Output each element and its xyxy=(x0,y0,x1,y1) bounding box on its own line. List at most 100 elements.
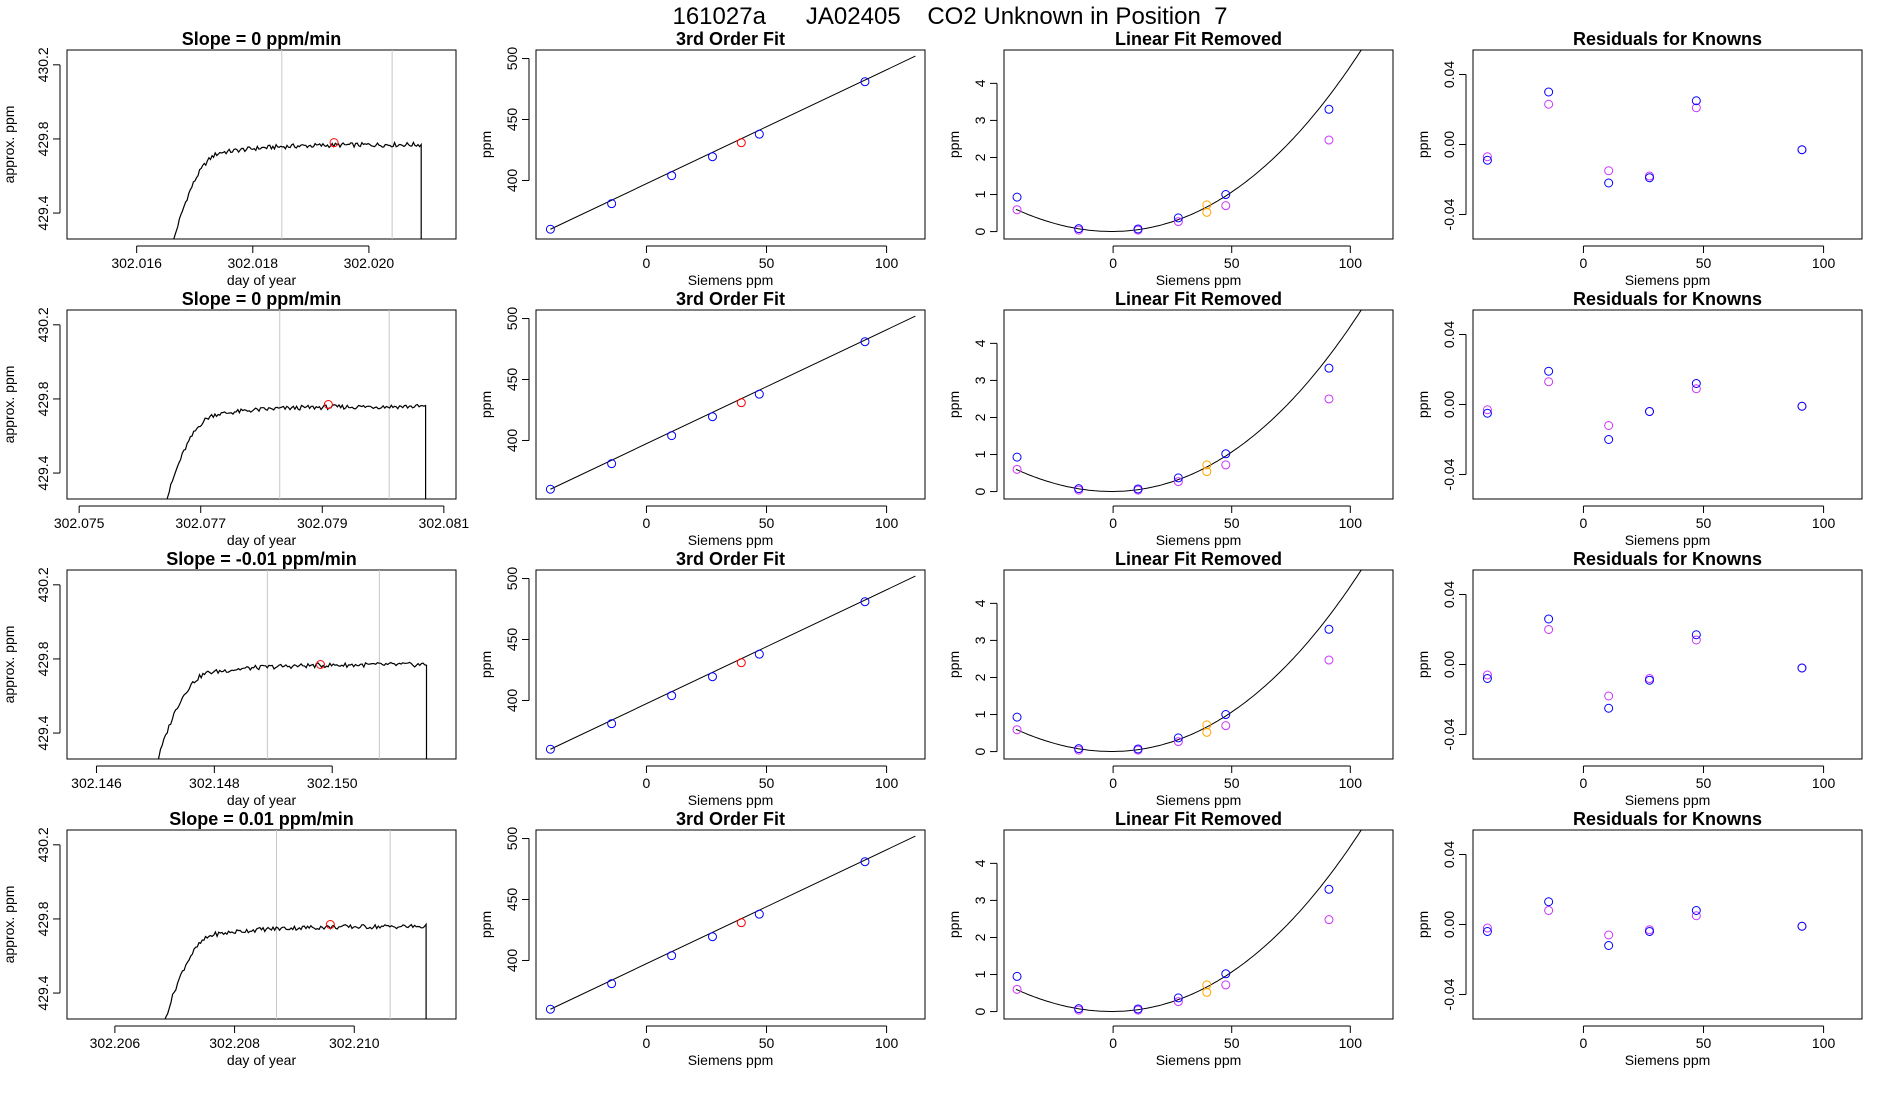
x-tick-label: 0 xyxy=(643,255,651,271)
x-axis: 0 50 100 xyxy=(1109,505,1362,531)
known-standard-point xyxy=(707,672,717,682)
known-standard-point xyxy=(860,77,870,87)
known-residual-point xyxy=(1691,906,1701,915)
mean-point xyxy=(329,138,339,148)
known-standard-point xyxy=(860,337,870,347)
x-axis: 0 50 100 xyxy=(1580,245,1835,271)
fit-panel-row-4: 3rd Order Fit 0 50 100 Siemens ppm 400 450 500 p… xyxy=(478,809,926,1068)
known-standard-point xyxy=(667,951,677,961)
known-standard-point xyxy=(1074,744,1084,754)
y-axis: 429.4 429.8 430.2 xyxy=(35,827,61,1011)
y-tick-label: 4 xyxy=(972,859,988,867)
known-residual-point xyxy=(1604,941,1614,950)
y-axis: 400 450 500 xyxy=(504,47,530,192)
x-tick-label: 0 xyxy=(1109,255,1117,271)
x-tick-label: 50 xyxy=(1224,775,1240,791)
known-standard-point xyxy=(1012,192,1022,202)
fit-panel-row-3: 3rd Order Fit 0 50 100 Siemens ppm 400 450 500 p… xyxy=(478,549,926,808)
concentration-trace xyxy=(157,661,428,759)
plot-area xyxy=(1482,897,1807,950)
known-standard-point xyxy=(1012,971,1022,981)
plot-frame xyxy=(1472,829,1863,1020)
known-residual-point xyxy=(1544,897,1554,907)
known-standard-point xyxy=(1074,484,1084,494)
known-standard-point xyxy=(607,979,617,989)
alt-standard-point xyxy=(1012,464,1022,474)
known-standard-point xyxy=(1173,213,1183,223)
y-tick-label: 3 xyxy=(972,116,988,124)
time-series-panel-row-4: Slope = 0.01 ppm/min 302.206 302.208 302.21… xyxy=(1,809,457,1068)
unknown-point xyxy=(1202,987,1212,997)
x-tick-label: 100 xyxy=(1339,775,1363,791)
y-tick-label: 0 xyxy=(972,747,988,755)
x-axis: 302.075 302.077 302.079 302.081 xyxy=(54,505,469,531)
alt-standard-point xyxy=(1173,217,1183,227)
y-axis: 0 1 2 3 4 xyxy=(972,599,998,755)
x-axis: 0 50 100 xyxy=(643,505,898,531)
y-tick-label: 500 xyxy=(504,47,520,71)
known-standard-point xyxy=(607,719,617,729)
y-axis-label: approx. ppm xyxy=(1,886,17,964)
known-standard-point xyxy=(667,691,677,701)
x-tick-label: 0 xyxy=(1580,775,1588,791)
x-tick-label: 302.020 xyxy=(344,255,395,271)
known-standard-point xyxy=(860,597,870,607)
y-tick-label: 0.00 xyxy=(1441,651,1457,678)
y-axis-label: ppm xyxy=(946,391,962,418)
y-tick-label: 4 xyxy=(972,339,988,347)
known-residual-point xyxy=(1691,379,1701,388)
y-tick-label: 0.04 xyxy=(1441,321,1457,348)
x-tick-label: 100 xyxy=(875,775,899,791)
y-tick-label: 2 xyxy=(972,933,988,941)
plot-frame xyxy=(1003,829,1394,1020)
x-axis: 302.016 302.018 302.020 xyxy=(111,245,395,271)
x-axis-label: Siemens ppm xyxy=(688,272,774,288)
page-title: 161027a JA02405 CO2 Unknown in Position … xyxy=(672,3,1228,30)
y-tick-label: 430.2 xyxy=(35,307,51,342)
y-tick-label: 0 xyxy=(972,227,988,235)
mean-point xyxy=(325,920,335,929)
y-tick-label: 0.04 xyxy=(1441,841,1457,868)
unknown-point xyxy=(1202,460,1212,470)
x-tick-label: 0 xyxy=(643,775,651,791)
x-axis-label: Siemens ppm xyxy=(688,792,774,808)
alt-standard-point xyxy=(1324,135,1334,145)
plot-frame xyxy=(1003,309,1394,500)
plot-area xyxy=(1012,310,1362,495)
known-standard-point xyxy=(1133,224,1143,234)
alt-residual-point xyxy=(1691,384,1701,394)
x-tick-label: 302.206 xyxy=(90,1035,141,1051)
known-standard-point xyxy=(1324,363,1334,373)
known-standard-point xyxy=(1173,733,1183,743)
x-tick-label: 50 xyxy=(1696,775,1712,791)
plot-frame xyxy=(1472,569,1863,760)
alt-standard-point xyxy=(1324,655,1334,665)
plot-area xyxy=(545,575,916,754)
plot-area xyxy=(545,315,916,494)
known-standard-point xyxy=(1133,744,1143,754)
known-residual-point xyxy=(1644,675,1654,685)
panel-title: Slope = -0.01 ppm/min xyxy=(166,549,357,569)
fit-panel-row-1: 3rd Order Fit 0 50 100 Siemens ppm 400 450 500 p… xyxy=(478,29,926,288)
y-tick-label: 1 xyxy=(972,450,988,458)
y-axis-label: ppm xyxy=(946,911,962,938)
alt-standard-point xyxy=(1324,394,1334,404)
x-tick-label: 100 xyxy=(1339,255,1363,271)
plot-frame xyxy=(1472,309,1863,500)
x-tick-label: 0 xyxy=(1580,515,1588,531)
y-axis: 400 450 500 xyxy=(504,307,530,452)
residuals-panel-row-1: Residuals for Knowns 0 50 100 Siemens ppm -0.… xyxy=(1415,29,1863,288)
x-tick-label: 0 xyxy=(643,515,651,531)
panel-title: Linear Fit Removed xyxy=(1115,549,1282,569)
x-axis-label: Siemens ppm xyxy=(1625,792,1711,808)
y-tick-label: -0.04 xyxy=(1441,458,1457,490)
plot-frame xyxy=(66,829,457,1020)
plot-frame xyxy=(1472,49,1863,240)
x-tick-label: 0 xyxy=(1109,775,1117,791)
alt-residual-point xyxy=(1604,930,1614,940)
alt-residual-point xyxy=(1482,405,1492,415)
x-tick-label: 302.150 xyxy=(307,775,358,791)
plot-area xyxy=(545,835,916,1014)
plot-frame xyxy=(1003,49,1394,240)
known-standard-point xyxy=(707,152,717,162)
